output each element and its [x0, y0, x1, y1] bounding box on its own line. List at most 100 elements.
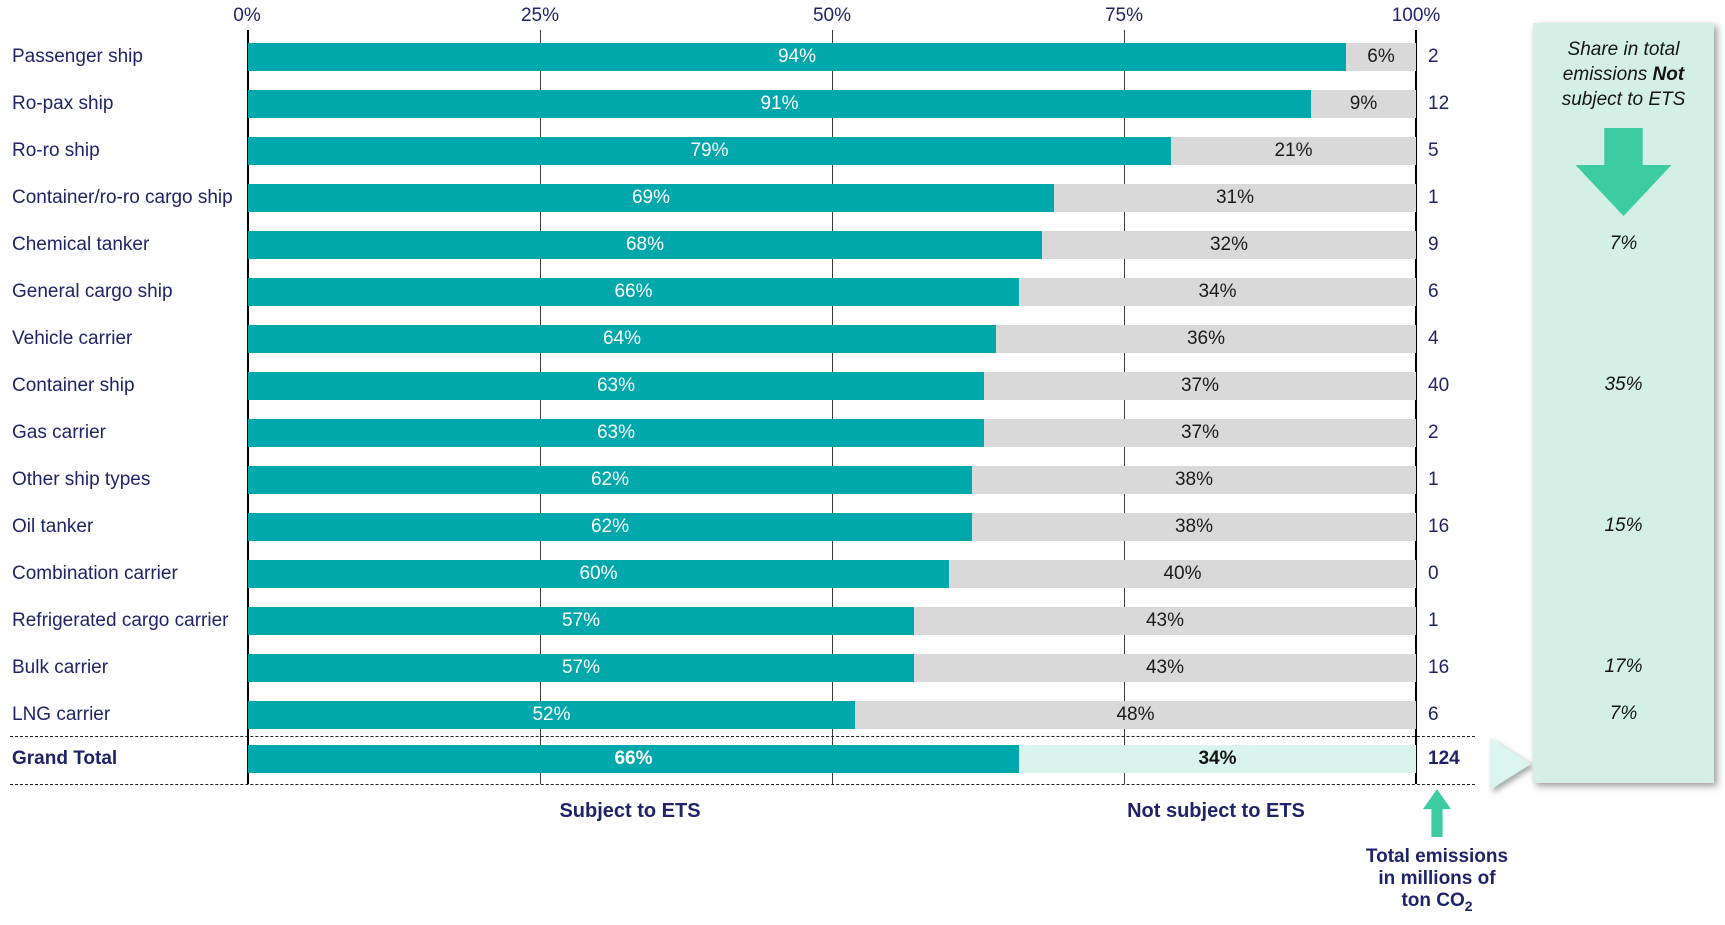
- stacked-bar: 68% 32%: [248, 231, 1416, 259]
- grand-total-label: Grand Total: [12, 748, 118, 769]
- not-subject-pct-label: 40%: [1163, 563, 1202, 584]
- chart-row: Chemical tanker 68% 32% 9: [0, 231, 1725, 259]
- chart-row: LNG carrier 52% 48% 6: [0, 701, 1725, 729]
- not-subject-pct-label: 31%: [1215, 187, 1255, 208]
- total-emissions-value: 6: [1428, 281, 1439, 302]
- not-subject-pct-label: 32%: [1209, 234, 1249, 255]
- chart-row: Combination carrier 60% 40% 0: [0, 560, 1725, 588]
- bar-segment-not-subject-ets: 38%: [972, 513, 1416, 541]
- stacked-bar: 57% 43%: [248, 654, 1416, 682]
- stacked-bar: 63% 37%: [248, 419, 1416, 447]
- subject-pct-label: 62%: [590, 469, 630, 490]
- stacked-bar: 63% 37%: [248, 372, 1416, 400]
- grand-not-subject-pct-label: 34%: [1198, 748, 1237, 769]
- category-label: Other ship types: [12, 469, 151, 490]
- subject-pct-label: 69%: [631, 187, 671, 208]
- total-emissions-value: 1: [1428, 469, 1439, 490]
- grand-total-bottom-dash: [10, 784, 1475, 785]
- chart-row: General cargo ship 66% 34% 6: [0, 278, 1725, 306]
- stacked-bar: 62% 38%: [248, 466, 1416, 494]
- category-label: Combination carrier: [12, 563, 178, 584]
- gridline-75pct: [1124, 30, 1125, 784]
- total-emissions-value: 1: [1428, 610, 1439, 631]
- stacked-bar: 64% 36%: [248, 325, 1416, 353]
- chart-row: Bulk carrier 57% 43% 16: [0, 654, 1725, 682]
- total-note-line2: in millions of: [1378, 868, 1496, 889]
- not-subject-pct-label: 38%: [1174, 469, 1214, 490]
- axis-line-0pct: [247, 30, 249, 784]
- subject-pct-label: 63%: [596, 375, 636, 396]
- stacked-bar: 66% 34%: [248, 278, 1416, 306]
- subject-pct-label: 60%: [579, 563, 618, 584]
- axis-tick-50: 50%: [812, 5, 852, 26]
- not-subject-pct-label: 6%: [1367, 46, 1395, 67]
- category-label: Vehicle carrier: [12, 328, 133, 349]
- bar-segment-not-subject-ets: 34%: [1019, 278, 1416, 306]
- grand-total-emissions-value: 124: [1428, 748, 1460, 769]
- chart-row: Oil tanker 62% 38% 16: [0, 513, 1725, 541]
- bar-segment-subject-ets: 63%: [248, 419, 984, 447]
- total-emissions-value: 4: [1428, 328, 1439, 349]
- bar-segment-not-subject-ets: 43%: [914, 654, 1416, 682]
- panel-share-value: 17%: [1604, 656, 1643, 677]
- panel-title-post: subject to ETS: [1561, 89, 1686, 110]
- axis-line-100pct: [1415, 30, 1417, 784]
- not-subject-pct-label: 9%: [1349, 93, 1378, 114]
- subject-pct-label: 66%: [614, 281, 653, 302]
- total-emissions-value: 5: [1428, 140, 1439, 161]
- total-emissions-value: 16: [1428, 516, 1450, 537]
- not-subject-pct-label: 43%: [1145, 610, 1185, 631]
- not-subject-pct-label: 37%: [1180, 375, 1220, 396]
- bar-segment-not-subject-ets: 9%: [1311, 90, 1416, 118]
- panel-share-value: 35%: [1604, 374, 1643, 395]
- bar-segment-subject-ets: 91%: [248, 90, 1311, 118]
- bar-segment-subject-ets: 64%: [248, 325, 996, 353]
- bar-segment-subject-ets: 57%: [248, 607, 914, 635]
- chart-row: Ro-ro ship 79% 21% 5: [0, 137, 1725, 165]
- grand-total-row: Grand Total 66% 34% 124: [0, 745, 1725, 773]
- stacked-bar: 52% 48%: [248, 701, 1416, 729]
- category-label: Chemical tanker: [12, 234, 150, 255]
- bar-segment-not-subject-ets: 6%: [1346, 43, 1416, 71]
- legend-subject-to-ets: Subject to ETS: [559, 800, 701, 822]
- bar-segment-not-subject-ets: 37%: [984, 372, 1416, 400]
- stacked-bar: 94% 6%: [248, 43, 1416, 71]
- chart-row: Gas carrier 63% 37% 2: [0, 419, 1725, 447]
- chart-row: Other ship types 62% 38% 1: [0, 466, 1725, 494]
- stacked-bar: 79% 21%: [248, 137, 1416, 165]
- stacked-bar: 57% 43%: [248, 607, 1416, 635]
- axis-tick-25: 25%: [520, 5, 560, 26]
- subject-pct-label: 57%: [561, 610, 601, 631]
- chart-row: Container ship 63% 37% 40: [0, 372, 1725, 400]
- subject-pct-label: 94%: [777, 46, 817, 67]
- bar-segment-not-subject-ets: 38%: [972, 466, 1416, 494]
- total-emissions-value: 6: [1428, 704, 1439, 725]
- total-emissions-value: 40: [1428, 375, 1450, 396]
- total-emissions-value: 16: [1428, 657, 1450, 678]
- category-label: Passenger ship: [12, 46, 143, 67]
- bar-segment-not-subject-ets: 48%: [855, 701, 1416, 729]
- down-arrow-icon: [1575, 128, 1672, 216]
- grand-total-top-dash: [10, 736, 1475, 737]
- bar-segment-subject-ets: 68%: [248, 231, 1042, 259]
- subject-pct-label: 79%: [690, 140, 729, 161]
- subject-pct-label: 68%: [625, 234, 665, 255]
- gridline-50pct: [832, 30, 833, 784]
- grand-total-pointer-icon: [1490, 738, 1531, 790]
- co2-subscript: 2: [1464, 897, 1473, 914]
- bar-segment-not-subject-ets: 37%: [984, 419, 1416, 447]
- bar-segment-subject-ets: 62%: [248, 466, 972, 494]
- bar-segment-not-subject-ets: 21%: [1171, 137, 1416, 165]
- panel-share-value: 7%: [1609, 233, 1638, 254]
- side-panel-share-not-ets: Share in total emissions Not subject to …: [1533, 23, 1714, 783]
- panel-share-value: 15%: [1604, 515, 1643, 536]
- chart-row: Ro-pax ship 91% 9% 12: [0, 90, 1725, 118]
- total-emissions-value: 9: [1428, 234, 1439, 255]
- not-subject-pct-label: 43%: [1145, 657, 1185, 678]
- chart-row: Container/ro-ro cargo ship 69% 31% 1: [0, 184, 1725, 212]
- chart-row: Passenger ship 94% 6% 2: [0, 43, 1725, 71]
- axis-tick-75: 75%: [1104, 5, 1144, 26]
- bar-segment-subject-ets: 60%: [248, 560, 949, 588]
- total-emissions-value: 2: [1428, 46, 1439, 67]
- stacked-bar: 91% 9%: [248, 90, 1416, 118]
